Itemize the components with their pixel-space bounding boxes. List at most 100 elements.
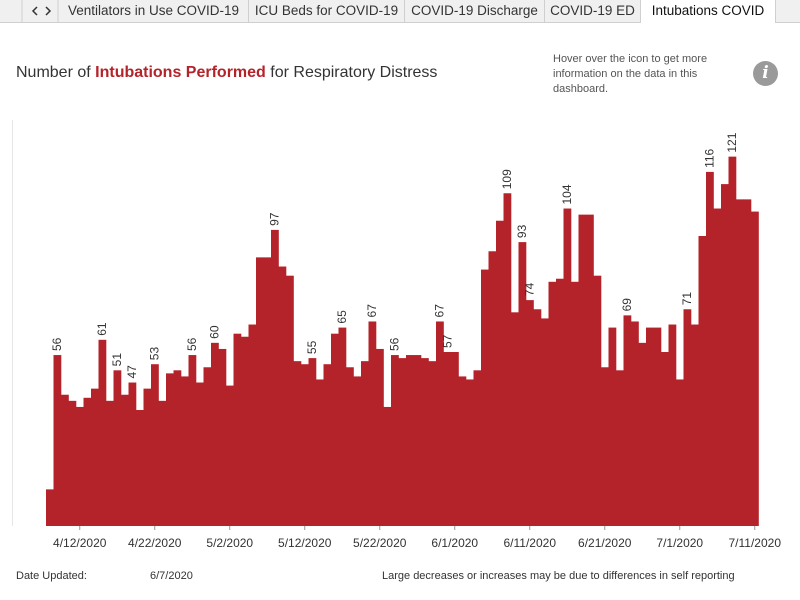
bar [301, 364, 309, 526]
data-label: 57 [440, 334, 454, 348]
x-tick-label: 4/22/2020 [128, 536, 182, 550]
bar [541, 318, 549, 526]
bar [691, 324, 699, 526]
data-label: 56 [50, 337, 64, 351]
bar [698, 236, 707, 526]
bar [76, 406, 84, 526]
bar [473, 370, 482, 526]
bar [668, 324, 677, 526]
bar [518, 242, 527, 526]
bar [203, 367, 212, 526]
bar [488, 251, 497, 526]
tab-nav[interactable] [0, 0, 60, 22]
bar [106, 400, 114, 526]
bar [406, 355, 414, 526]
bar [563, 208, 572, 527]
tab[interactable]: ICU Beds for COVID-19 [249, 0, 405, 22]
bar [248, 324, 257, 526]
data-label: 47 [125, 365, 139, 379]
bar [706, 171, 714, 527]
data-label: 109 [500, 169, 514, 189]
bar [578, 214, 587, 526]
bar [451, 352, 459, 526]
bar [728, 156, 737, 526]
data-label: 71 [680, 292, 694, 306]
bar [646, 327, 654, 526]
bar [61, 394, 69, 526]
bar [458, 376, 467, 526]
bar [466, 379, 474, 526]
bar [173, 370, 182, 526]
data-label: 53 [148, 347, 162, 361]
date-label: Date Updated: [16, 570, 87, 582]
tab[interactable]: COVID-19 ED [545, 0, 641, 22]
bar [121, 394, 129, 526]
tab[interactable]: COVID-19 Discharge [405, 0, 545, 22]
bar [181, 376, 189, 526]
bar [128, 382, 137, 526]
bar [496, 220, 504, 526]
data-label: 97 [268, 212, 282, 226]
data-label: 55 [305, 340, 319, 354]
bar [323, 364, 332, 526]
x-tick-label: 4/12/2020 [53, 536, 107, 550]
bar [683, 309, 692, 526]
bar [511, 312, 519, 526]
bar [661, 352, 669, 526]
bar [743, 199, 752, 527]
bar [556, 278, 564, 526]
data-label: 56 [185, 337, 199, 351]
data-label: 67 [433, 304, 447, 318]
title-text: for Respiratory Distress [265, 64, 438, 81]
chart-title: Number of Intubations Performed for Resp… [16, 64, 437, 82]
bar [53, 355, 62, 526]
bar [338, 327, 347, 526]
info-text: Hover over the icon to get more informat… [553, 53, 708, 95]
bar [616, 370, 624, 526]
bar [631, 321, 639, 526]
bar [233, 333, 242, 526]
bar [398, 358, 407, 526]
bar [136, 410, 144, 526]
bar [151, 364, 159, 526]
bar [421, 358, 429, 526]
bar [548, 281, 557, 526]
data-label: 51 [110, 353, 124, 367]
title-highlight: Intubations Performed [95, 64, 266, 81]
bar [601, 367, 609, 526]
bar [166, 373, 174, 526]
bar [278, 266, 287, 526]
x-tick-label: 6/1/2020 [431, 536, 478, 550]
data-label: 116 [703, 148, 717, 167]
bar [713, 208, 722, 527]
bar [346, 367, 354, 526]
data-label: 60 [208, 325, 222, 339]
tab-active[interactable]: Intubations COVID [641, 0, 776, 23]
bar [481, 269, 489, 526]
bar [361, 361, 369, 526]
info-icon[interactable]: i [753, 61, 778, 86]
bar [593, 275, 602, 526]
data-label: 69 [620, 298, 634, 312]
bar [293, 361, 302, 526]
date-value: 6/7/2020 [150, 570, 193, 582]
bar [623, 315, 632, 526]
bar [308, 358, 317, 526]
bar [316, 379, 324, 526]
x-tick-label: 7/1/2020 [656, 536, 703, 550]
bar [638, 342, 647, 526]
bar [653, 327, 662, 526]
bar [256, 257, 264, 526]
bar [526, 300, 534, 526]
x-tick-label: 5/2/2020 [206, 536, 253, 550]
bar [46, 489, 54, 526]
data-label: 93 [515, 224, 529, 238]
bar [503, 193, 512, 526]
bar [376, 348, 384, 526]
tab[interactable]: Ventilators in Use COVID-19 [59, 0, 249, 22]
bar [721, 184, 729, 526]
x-tick-label: 7/11/2020 [729, 536, 782, 550]
bar [391, 355, 399, 526]
bar [383, 406, 392, 526]
